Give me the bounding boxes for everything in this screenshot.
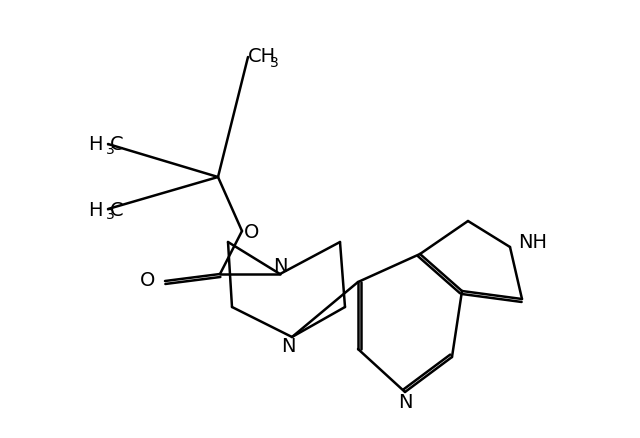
Text: 3: 3: [269, 56, 278, 70]
Text: O: O: [140, 271, 155, 290]
Text: N: N: [281, 337, 295, 356]
Text: N: N: [273, 257, 287, 276]
Text: H: H: [88, 135, 103, 154]
Text: 3: 3: [106, 143, 115, 157]
Text: 3: 3: [106, 208, 115, 222]
Text: H: H: [88, 200, 103, 219]
Text: O: O: [244, 222, 260, 241]
Text: CH: CH: [248, 46, 276, 65]
Text: C: C: [110, 135, 124, 154]
Text: C: C: [110, 200, 124, 219]
Text: N: N: [397, 392, 412, 412]
Text: NH: NH: [518, 232, 547, 251]
